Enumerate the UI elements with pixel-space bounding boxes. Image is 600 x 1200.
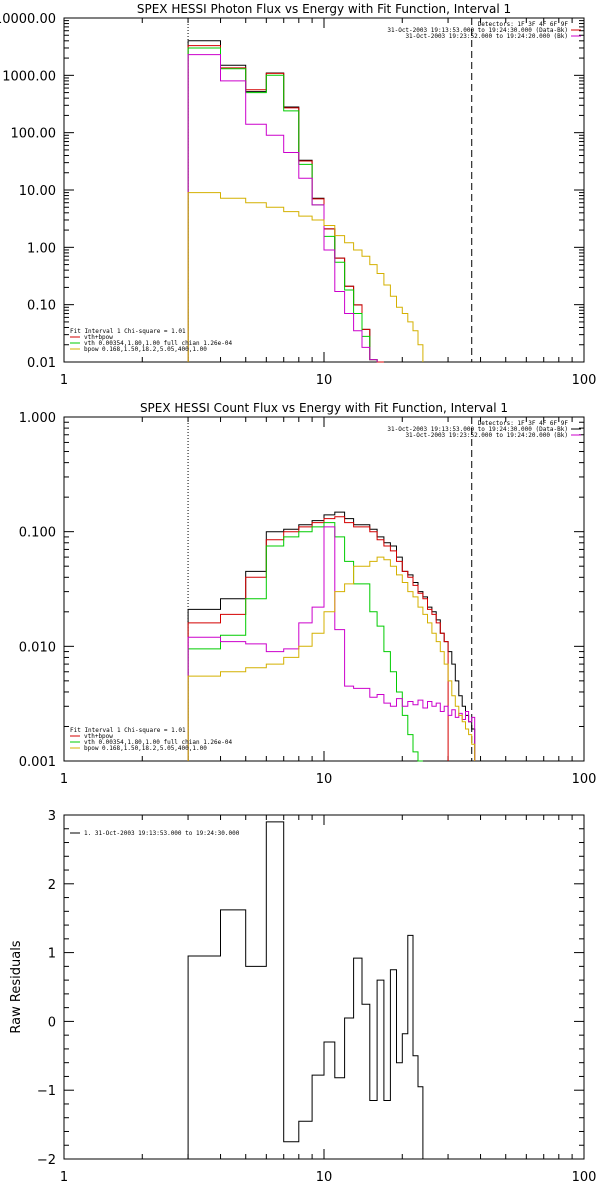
count-legend-entry: bpow 0.168,1.50,18.2,5.05,400,1.00 [84,745,207,752]
count-y-tick-label: 0.001 [19,755,56,770]
resid-x-tick-label: 10 [316,1170,333,1185]
count-y-tick-label: 0.100 [19,526,56,541]
resid-x-tick-label: 100 [572,1170,597,1185]
photon-y-tick-label: 1000.00 [2,69,56,84]
resid-y-tick-label: −1 [37,1084,56,1099]
photon-legend-header: Fit Interval 1 Chi-square = 1.01 [70,328,186,335]
count-info-line: 31-Oct-2003 19:23:52.000 to 19:24:20.000… [405,432,568,439]
resid-y-tick-label: 3 [48,809,56,824]
count-x-tick-label: 10 [316,772,333,787]
photon-info-line: 31-Oct-2003 19:13:53.000 to 19:24:30.000… [387,27,568,34]
photon-y-tick-label: 10.00 [19,184,56,199]
resid-y-axis-label: Raw Residuals [9,940,24,1033]
photon-y-tick-label: 1.00 [27,241,56,256]
photon-series-red [187,45,384,363]
count-series-green [187,522,423,762]
resid-x-tick-label: 1 [60,1170,68,1185]
count-x-tick-label: 100 [572,772,597,787]
count-legend-entry: vth 0.00354,1.80,1.00 full chian 1.26e-0… [84,739,232,746]
count-title: SPEX HESSI Count Flux vs Energy with Fit… [140,401,508,415]
resid-y-tick-label: 1 [48,947,56,962]
count-series-magenta [187,526,476,761]
count-info-line: Detectors: 1F 3F 4F 6F 9F [478,420,569,427]
count-y-tick-label: 0.010 [19,640,56,655]
photon-legend-entry: vth+bpow [84,334,113,341]
photon-info-line: Detectors: 1F 3F 4F 6F 9F [478,21,569,28]
photon-legend-entry: bpow 0.168,1.50,18.2,5.05,400,1.00 [84,346,207,353]
count-series-gold [187,556,476,761]
count-series-red [187,516,449,761]
photon-y-tick-label: 0.10 [27,299,56,314]
resid-legend-entry: 1. 31-Oct-2003 19:13:53.000 to 19:24:30.… [84,830,240,837]
photon-series-gold [187,192,424,362]
photon-legend-entry: vth 0.00354,1.80,1.00 full chian 1.26e-0… [84,340,232,347]
photon-title: SPEX HESSI Photon Flux vs Energy with Fi… [137,2,511,16]
photon-y-tick-label: 10000.00 [0,12,56,27]
resid-y-tick-label: −2 [37,1153,56,1168]
photon-y-tick-label: 0.01 [27,356,56,371]
count-legend-entry: vth+bpow [84,733,113,740]
photon-x-tick-label: 100 [572,373,597,388]
photon-y-tick-label: 100.00 [11,127,57,142]
photon-x-tick-label: 10 [316,373,333,388]
photon-info-line: 31-Oct-2003 19:23:52.000 to 19:24:20.000… [405,33,568,40]
photon-x-tick-label: 1 [60,373,68,388]
count-series-black [187,511,476,761]
count-legend-header: Fit Interval 1 Chi-square = 1.01 [70,727,186,734]
resid-y-tick-label: 0 [48,1015,56,1030]
count-y-tick-label: 1.000 [19,411,56,426]
resid-series-black [187,821,424,1159]
count-info-line: 31-Oct-2003 19:13:53.000 to 19:24:30.000… [387,426,568,433]
resid-plot-frame [63,814,585,1160]
photon-plot-frame [63,17,585,363]
photon-series-green [187,47,378,362]
count-x-tick-label: 1 [60,772,68,787]
photon-series-magenta [187,54,378,362]
resid-y-tick-label: 2 [48,878,56,893]
